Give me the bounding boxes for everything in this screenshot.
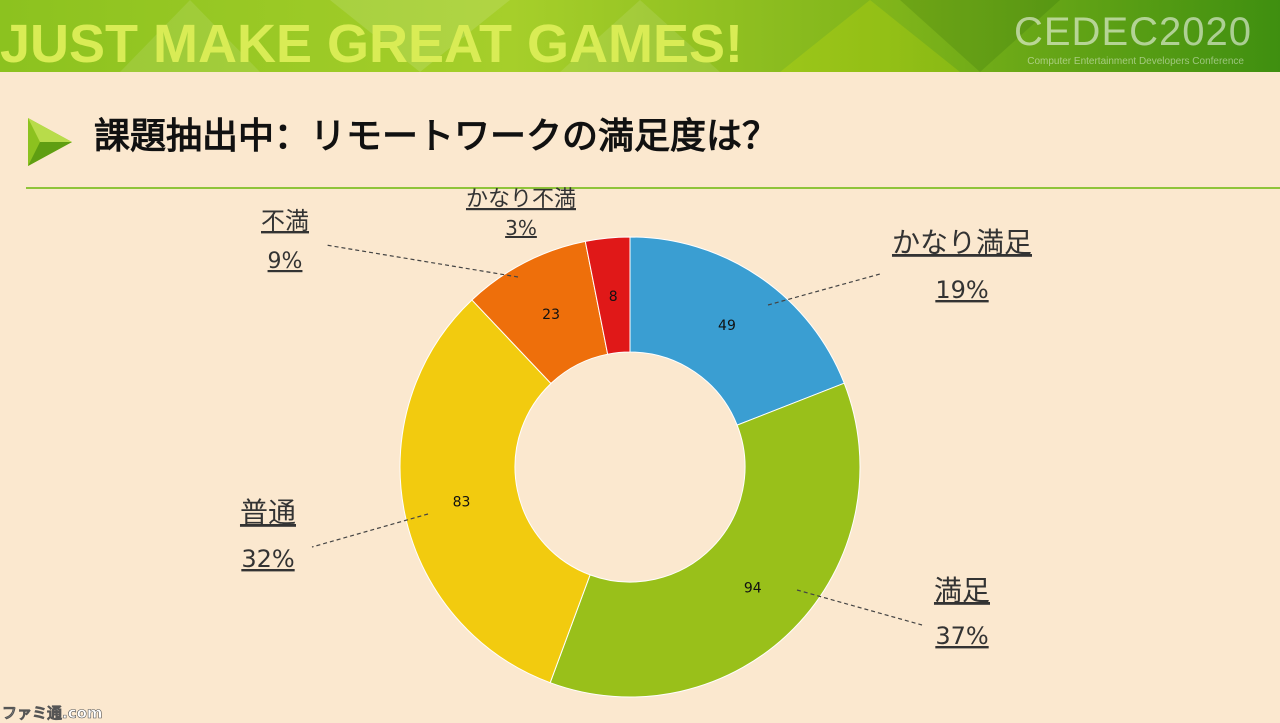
slide-title: 課題抽出中：リモートワークの満足度は？ — [94, 116, 779, 157]
slice-value-label: 94 — [744, 581, 762, 597]
slice-value-label: 83 — [453, 494, 471, 510]
banner-decoration — [560, 0, 720, 72]
slice-category-label: 普通 — [240, 496, 296, 529]
slice-percent-label: 9% — [268, 249, 303, 274]
title-divider — [26, 187, 1280, 189]
donut-slice — [584, 236, 631, 355]
slice-value-label: 23 — [542, 307, 560, 323]
slice-category-label: 不満 — [261, 207, 309, 235]
banner-decoration — [120, 0, 260, 72]
donut-slice — [629, 236, 845, 426]
cedec-logo: CEDEC2020 — [1013, 10, 1252, 54]
slice-category-label: かなり不満 — [466, 187, 576, 212]
slice-category-label: かなり満足 — [892, 226, 1032, 259]
donut-slice — [549, 382, 861, 698]
leader-line — [796, 589, 923, 626]
leader-line — [767, 273, 881, 306]
slice-category-label: 満足 — [934, 574, 990, 607]
slice-percent-label: 37% — [935, 622, 988, 650]
leader-line — [325, 244, 519, 278]
banner-decoration — [900, 0, 1060, 72]
slogan: JUST MAKE GREAT GAMES! — [0, 14, 744, 72]
slice-value-label: 49 — [718, 318, 736, 334]
play-triangle-icon — [28, 118, 72, 166]
cedec-logo-subtext: Computer Entertainment Developers Confer… — [1027, 56, 1244, 67]
slice-percent-label: 19% — [935, 276, 988, 304]
donut-slice — [399, 299, 591, 684]
banner-decoration — [330, 0, 510, 72]
slice-value-label: 8 — [609, 289, 618, 305]
banner-decoration — [780, 0, 960, 72]
leader-line — [311, 513, 429, 548]
slice-percent-label: 32% — [241, 545, 294, 573]
famitsu-watermark: ファミ通.com — [2, 704, 103, 723]
slice-percent-label: 3% — [505, 216, 537, 240]
header-banner: JUST MAKE GREAT GAMES! CEDEC2020 Compute… — [0, 0, 1280, 72]
